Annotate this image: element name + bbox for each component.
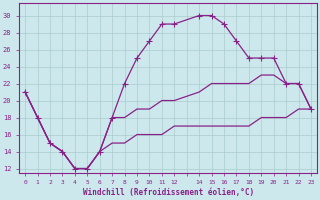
- X-axis label: Windchill (Refroidissement éolien,°C): Windchill (Refroidissement éolien,°C): [83, 188, 254, 197]
